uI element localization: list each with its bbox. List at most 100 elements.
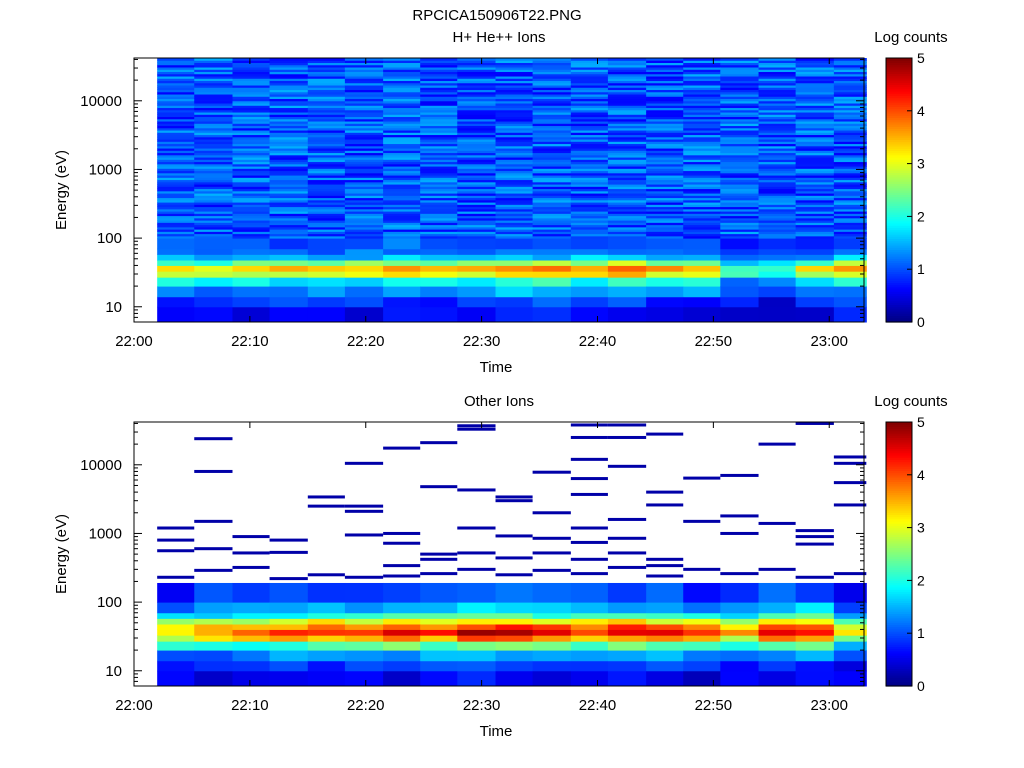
heatmap-cell: [232, 154, 271, 158]
heatmap-cell: [269, 175, 309, 178]
heatmap-cell: [720, 85, 760, 88]
figure-title: RPCICA150906T22.PNG: [412, 7, 581, 24]
heatmap-cell: [383, 197, 421, 201]
colorbar-swatch: [886, 146, 912, 149]
heatmap-cell: [383, 91, 421, 95]
heatmap-cell: [194, 271, 233, 278]
heatmap-cell: [344, 136, 384, 140]
colorbar-swatch: [886, 86, 912, 90]
heatmap-cell: [795, 139, 835, 142]
heatmap-cell: [646, 238, 684, 250]
heatmap-cell: [758, 582, 797, 603]
heatmap-cell: [194, 85, 233, 88]
heatmap-cell: [307, 166, 346, 169]
heatmap-cell: [420, 125, 458, 129]
heatmap-cell: [383, 67, 421, 70]
heatmap-cell: [683, 235, 721, 239]
colorbar-swatch: [886, 275, 912, 279]
heatmap-cell: [232, 217, 271, 221]
heatmap-cell: [758, 87, 797, 91]
heatmap-cell: [383, 118, 421, 122]
heatmap-cell: [833, 248, 867, 255]
heatmap-cell: [683, 134, 721, 138]
colorbar-swatch: [886, 163, 912, 167]
heatmap-cell: [720, 641, 760, 651]
heatmap-cell: [720, 127, 760, 131]
colorbar-swatch: [886, 238, 912, 242]
heatmap-cell: [457, 60, 497, 64]
heatmap-cell: [607, 202, 647, 205]
heatmap-cell: [269, 271, 309, 278]
colorbar-swatch: [886, 637, 912, 641]
heatmap-cell: [758, 76, 797, 79]
heatmap-cell: [495, 238, 534, 250]
heatmap-cell: [344, 190, 384, 194]
heatmap-cell: [833, 215, 867, 219]
colorbar-swatch: [886, 315, 912, 319]
heatmap-cell: [532, 94, 572, 97]
colorbar-swatch: [886, 558, 912, 562]
heatmap-cell: [344, 296, 384, 308]
heatmap-cell: [157, 134, 195, 138]
heatmap-cell: [194, 184, 233, 187]
heatmap-cell: [570, 582, 609, 603]
heatmap-cell: [532, 248, 572, 255]
heatmap-cell: [157, 154, 195, 158]
heatmap-cell: [833, 670, 867, 687]
colorbar-swatch: [886, 516, 912, 520]
heatmap-cell: [720, 103, 760, 106]
heatmap-cell: [495, 82, 534, 86]
heatmap-cell: [420, 148, 458, 151]
heatmap-cell: [157, 136, 195, 140]
heatmap-cell: [570, 259, 609, 266]
heatmap-cell: [457, 193, 497, 196]
heatmap-cell: [457, 130, 497, 133]
heatmap-cell: [383, 143, 421, 147]
heatmap-cell: [720, 233, 760, 237]
heatmap-cell: [758, 73, 797, 77]
heatmap-cell: [795, 64, 835, 68]
heatmap-cell: [307, 103, 346, 106]
heatmap-cell: [720, 217, 760, 221]
heatmap-cell: [383, 152, 421, 156]
heatmap-cell: [683, 150, 721, 154]
heatmap-cell: [269, 109, 309, 113]
heatmap-cell: [833, 618, 867, 625]
colorbar-tick-label: 0: [917, 678, 925, 694]
heatmap-cell: [269, 550, 308, 554]
heatmap-cell: [383, 618, 421, 625]
heatmap-cell: [683, 64, 721, 68]
colorbar-swatch: [886, 209, 912, 213]
colorbar-swatch: [886, 262, 912, 266]
heatmap-cell: [570, 152, 609, 156]
heatmap-cell: [457, 87, 497, 91]
heatmap-cell: [457, 112, 497, 115]
heatmap-cell: [269, 150, 309, 154]
heatmap-cell: [570, 435, 608, 439]
heatmap-cell: [420, 202, 458, 205]
heatmap-cell: [683, 296, 721, 308]
colorbar-swatch: [886, 521, 912, 524]
heatmap-cell: [646, 148, 684, 151]
heatmap-cell: [607, 650, 647, 662]
heatmap-cell: [495, 161, 534, 165]
heatmap-cell: [194, 166, 233, 169]
heatmap-cell: [833, 238, 867, 250]
colorbar-swatch: [886, 503, 912, 507]
heatmap-cell: [269, 623, 309, 630]
heatmap-cell: [307, 114, 346, 118]
heatmap-cell: [646, 85, 684, 88]
heatmap-cell: [758, 238, 797, 250]
heatmap-cell: [157, 150, 195, 154]
heatmap-cell: [307, 112, 346, 115]
heatmap-cell: [495, 123, 534, 127]
heatmap-cell: [157, 208, 195, 212]
heatmap-cell: [157, 197, 195, 201]
colorbar-swatch: [886, 264, 912, 268]
heatmap-cell: [269, 202, 309, 205]
heatmap-cell: [457, 175, 497, 178]
heatmap-cell: [383, 446, 421, 450]
heatmap-cell: [646, 199, 684, 203]
heatmap-cell: [194, 172, 233, 176]
